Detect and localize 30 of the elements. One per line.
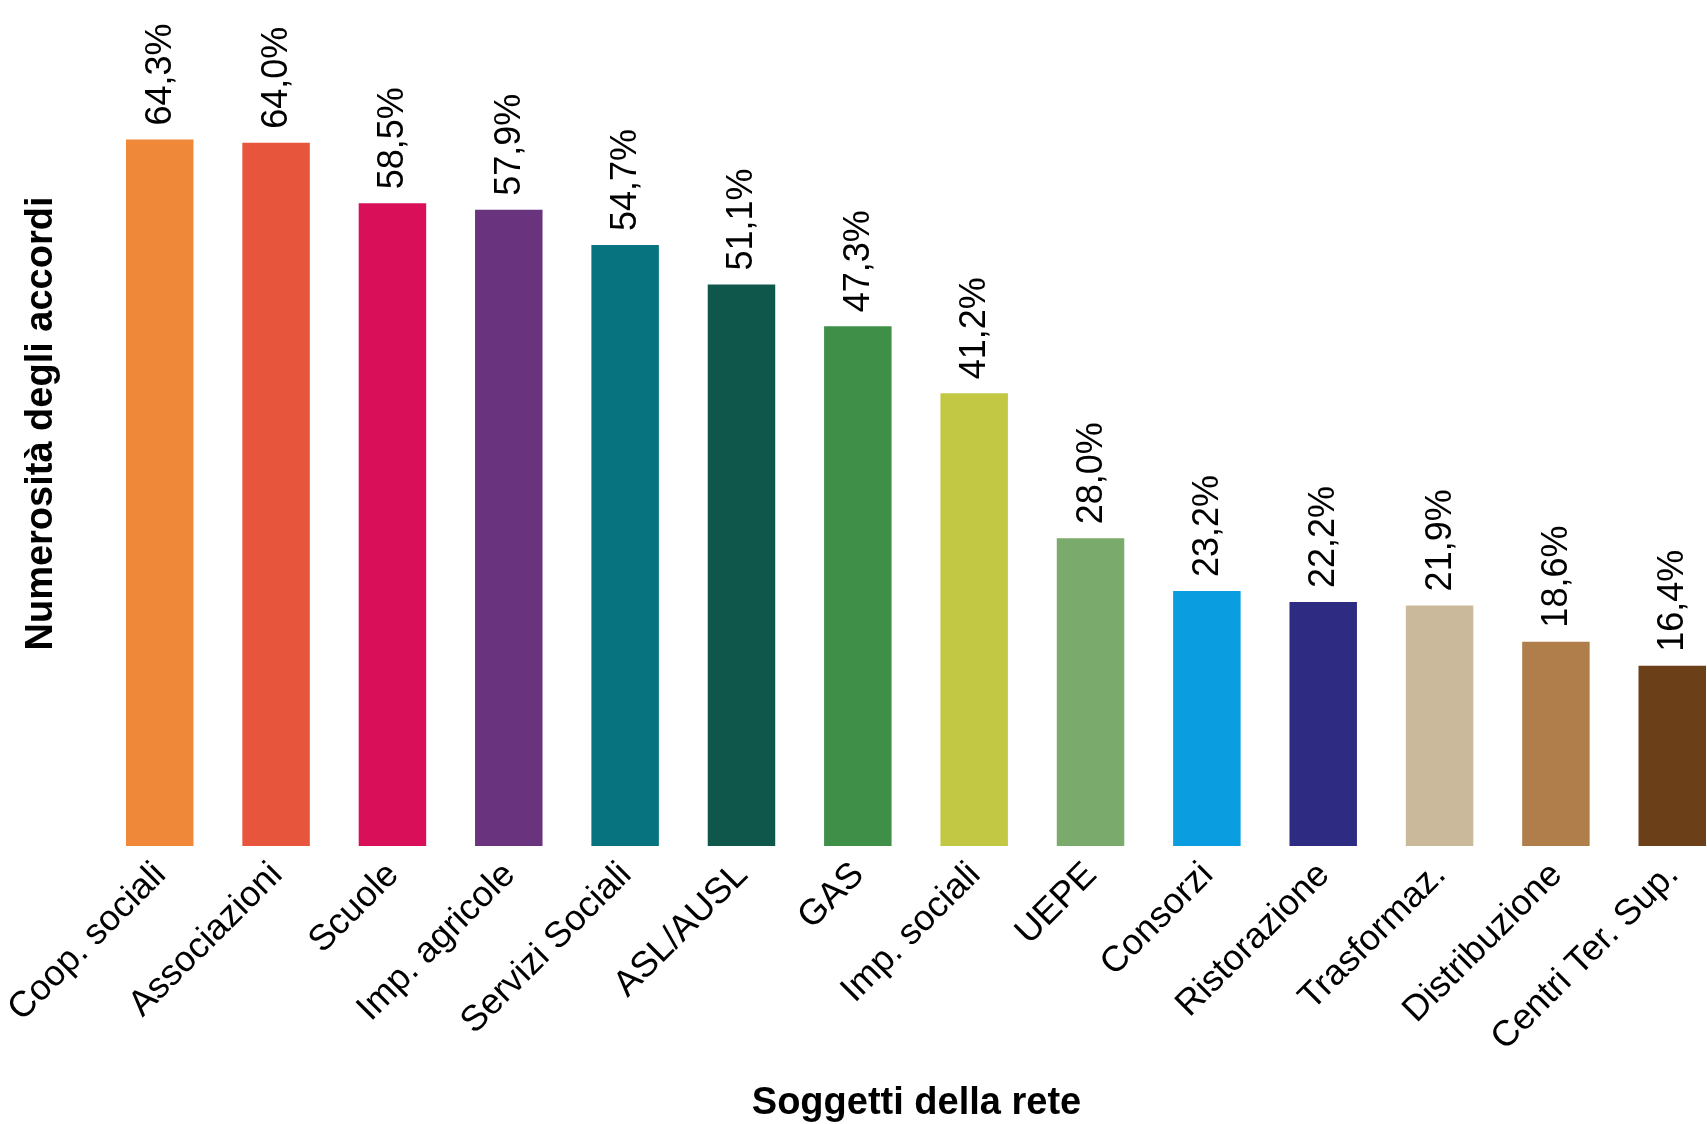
data-label: 58,5% <box>370 87 412 190</box>
bar <box>1638 665 1706 846</box>
data-label: 21,9% <box>1417 489 1459 592</box>
bar <box>1289 602 1357 846</box>
data-label: 57,9% <box>486 93 528 196</box>
data-label: 41,2% <box>952 277 994 380</box>
x-axis-title: Soggetti della rete <box>751 1079 1082 1122</box>
bar <box>591 245 659 846</box>
y-axis-title: Numerosità degli accordi <box>17 196 60 651</box>
bar <box>475 209 543 846</box>
data-label: 23,2% <box>1184 475 1226 578</box>
data-label: 16,4% <box>1650 549 1692 652</box>
data-label: 54,7% <box>603 128 645 232</box>
data-label: 28,0% <box>1068 422 1110 525</box>
bar <box>1522 641 1590 846</box>
bar <box>126 139 194 846</box>
data-label: 64,3% <box>137 23 179 126</box>
data-label: 18,6% <box>1533 525 1575 628</box>
data-label: 51,1% <box>719 168 761 271</box>
bar <box>940 393 1008 846</box>
data-label: 64,0% <box>254 26 296 129</box>
bar <box>358 203 427 846</box>
bar <box>824 326 892 846</box>
bar <box>1405 605 1474 846</box>
bar <box>242 142 310 846</box>
data-label: 22,2% <box>1301 486 1343 589</box>
bar <box>707 284 776 846</box>
data-label: 47,3% <box>835 210 877 313</box>
bar <box>1056 538 1125 846</box>
bar <box>1173 591 1241 846</box>
